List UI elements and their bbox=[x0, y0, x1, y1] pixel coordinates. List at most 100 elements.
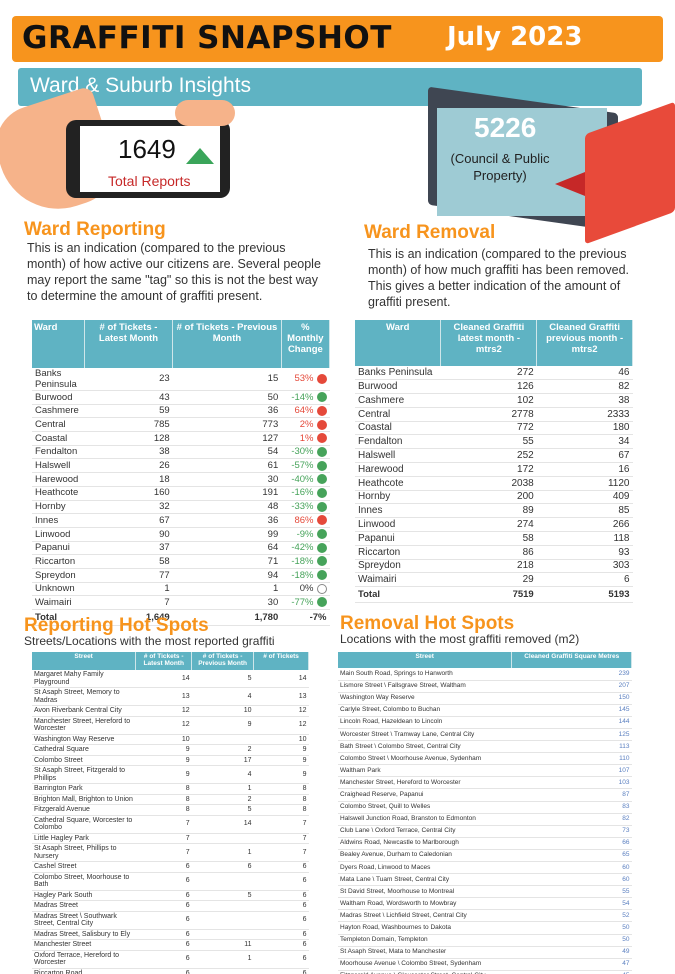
previous-count: 1 bbox=[191, 783, 254, 795]
street-name: Madras Street bbox=[32, 900, 136, 912]
table-row: Halswell 26 61 -57% bbox=[32, 458, 330, 474]
latest-count: 12 bbox=[135, 716, 192, 735]
ticket-count: 6 bbox=[253, 950, 309, 969]
cleaned-metres: 47 bbox=[511, 958, 632, 971]
latest-count: 8 bbox=[135, 804, 192, 816]
previous-count: 17 bbox=[191, 755, 254, 766]
table-row: Coastal 128 127 1% bbox=[32, 431, 330, 446]
previous-count bbox=[191, 900, 254, 912]
cleaned-metres: 49 bbox=[511, 946, 632, 959]
col-latest: Cleaned Graffiti latest month - mtrs2 bbox=[440, 320, 538, 366]
table-row: Fendalton 55 34 bbox=[355, 434, 633, 450]
table-row: Madras Street, Salisbury to Ely 6 6 bbox=[32, 929, 309, 940]
street-name: Oxford Terrace, Hereford to Worcester bbox=[32, 950, 136, 969]
cleaned-metres: 65 bbox=[511, 849, 632, 863]
previous-count: 94 bbox=[172, 568, 282, 583]
ward-name: Halswell bbox=[32, 458, 85, 474]
table-row: Fitzgerald Avenue \ Gloucester Street, C… bbox=[338, 970, 632, 974]
street-name: Little Hagley Park bbox=[32, 833, 136, 844]
street-name: Cashel Street bbox=[32, 861, 136, 873]
table-row: Central 785 773 2% bbox=[32, 417, 330, 433]
total-latest: 1,649 bbox=[84, 609, 173, 626]
street-name: Bealey Avenue, Durham to Caledonian bbox=[338, 849, 512, 863]
ward-reporting-text: This is an indication (compared to the p… bbox=[27, 241, 321, 303]
previous-count: 6 bbox=[191, 861, 254, 873]
previous-count: 9 bbox=[191, 716, 254, 735]
table-row: Washington Way Reserve 10 10 bbox=[32, 734, 309, 745]
table-row: Central 2778 2333 bbox=[355, 407, 633, 422]
previous-cleaned: 1120 bbox=[536, 476, 633, 491]
cleaned-metres: 45 bbox=[511, 970, 632, 974]
latest-cleaned: 218 bbox=[440, 559, 537, 574]
col-previous: Cleaned Graffiti previous month - mtrs2 bbox=[536, 320, 633, 366]
change-value: -18% bbox=[291, 569, 314, 581]
previous-count: 30 bbox=[172, 472, 282, 487]
change-value: -33% bbox=[291, 501, 314, 513]
latest-cleaned: 29 bbox=[440, 572, 537, 588]
street-name: Cathedral Square bbox=[32, 744, 136, 756]
previous-count: 15 bbox=[172, 368, 282, 391]
total-label: Total bbox=[32, 609, 85, 626]
ward-name: Heathcote bbox=[355, 476, 441, 491]
table-row: Hornby 200 409 bbox=[355, 490, 633, 505]
latest-count: 77 bbox=[84, 568, 173, 583]
cleaned-metres: 239 bbox=[511, 668, 632, 681]
table-row: Cashel Street 6 6 6 bbox=[32, 861, 309, 873]
green-status-dot-icon bbox=[316, 487, 327, 498]
street-name: St Asaph Street, Mata to Manchester bbox=[338, 946, 512, 959]
latest-cleaned: 126 bbox=[440, 379, 537, 395]
street-name: Worcester Street \ Tramway Lane, Central… bbox=[338, 728, 512, 742]
street-name: Hagley Park South bbox=[32, 890, 136, 901]
table-row: Spreydon 77 94 -18% bbox=[32, 568, 330, 583]
ward-name: Heathcote bbox=[32, 486, 85, 501]
total-latest: 7519 bbox=[440, 586, 537, 604]
previous-cleaned: 266 bbox=[536, 517, 633, 533]
latest-cleaned: 89 bbox=[440, 503, 537, 519]
green-status-dot-icon bbox=[316, 392, 327, 403]
table-row: Hagley Park South 6 5 6 bbox=[32, 890, 309, 901]
table-row: Madras Street \ Lichfield Street, Centra… bbox=[338, 909, 632, 923]
previous-count: 1 bbox=[191, 950, 254, 969]
red-status-dot-icon bbox=[316, 405, 327, 416]
previous-count: 30 bbox=[172, 595, 282, 610]
change-cell: 0% bbox=[281, 582, 330, 597]
previous-cleaned: 38 bbox=[536, 393, 633, 408]
cleaned-metres: 107 bbox=[511, 764, 632, 778]
cleaned-metres: 82 bbox=[511, 813, 632, 826]
street-name: Templeton Domain, Templeton bbox=[338, 934, 512, 947]
change-value: -42% bbox=[291, 542, 314, 554]
reporting-hotspots-table: Street # of Tickets - Latest Month # of … bbox=[32, 652, 309, 974]
col-street: Street bbox=[32, 652, 137, 670]
ward-name: Waimairi bbox=[32, 595, 85, 610]
change-value: -40% bbox=[291, 473, 314, 485]
table-row: Fendalton 38 54 -30% bbox=[32, 445, 330, 460]
street-name: Colombo Street bbox=[32, 755, 136, 766]
cleaned-metres: 125 bbox=[511, 728, 632, 742]
change-value: 86% bbox=[294, 514, 314, 526]
latest-count: 26 bbox=[84, 458, 173, 474]
change-value: -57% bbox=[291, 460, 314, 472]
ticket-count: 10 bbox=[253, 734, 309, 745]
col-latest: # of Tickets - Latest Month bbox=[84, 320, 174, 368]
green-status-dot-icon bbox=[316, 556, 327, 567]
table-row: Cathedral Square, Worcester to Colombo 7 1… bbox=[32, 815, 309, 834]
street-name: Colombo Street, Quill to Welles bbox=[338, 801, 512, 814]
col-street: Street bbox=[338, 652, 513, 668]
street-name: Madras Street \ Lichfield Street, Centra… bbox=[338, 909, 512, 923]
table-row: Bealey Avenue, Durham to Caledonian 65 bbox=[338, 849, 632, 863]
table-row: Harewood 18 30 -40% bbox=[32, 472, 330, 487]
ward-name: Fendalton bbox=[32, 445, 85, 460]
table-row: Cashmere 59 36 64% bbox=[32, 404, 330, 419]
ticket-count: 8 bbox=[253, 783, 309, 795]
latest-count: 6 bbox=[135, 968, 192, 974]
change-value: 64% bbox=[294, 405, 314, 417]
total-row: Total 7519 5193 bbox=[355, 586, 633, 604]
ward-name: Spreydon bbox=[355, 559, 441, 574]
ticket-count: 9 bbox=[253, 755, 309, 766]
green-status-dot-icon bbox=[316, 570, 327, 581]
col-change: % Monthly Change bbox=[281, 320, 331, 368]
change-cell: -57% bbox=[281, 458, 330, 474]
table-row: Aldwins Road, Newcastle to Marlborough 66 bbox=[338, 837, 632, 850]
latest-count: 1 bbox=[84, 582, 173, 597]
latest-cleaned: 102 bbox=[440, 393, 537, 408]
